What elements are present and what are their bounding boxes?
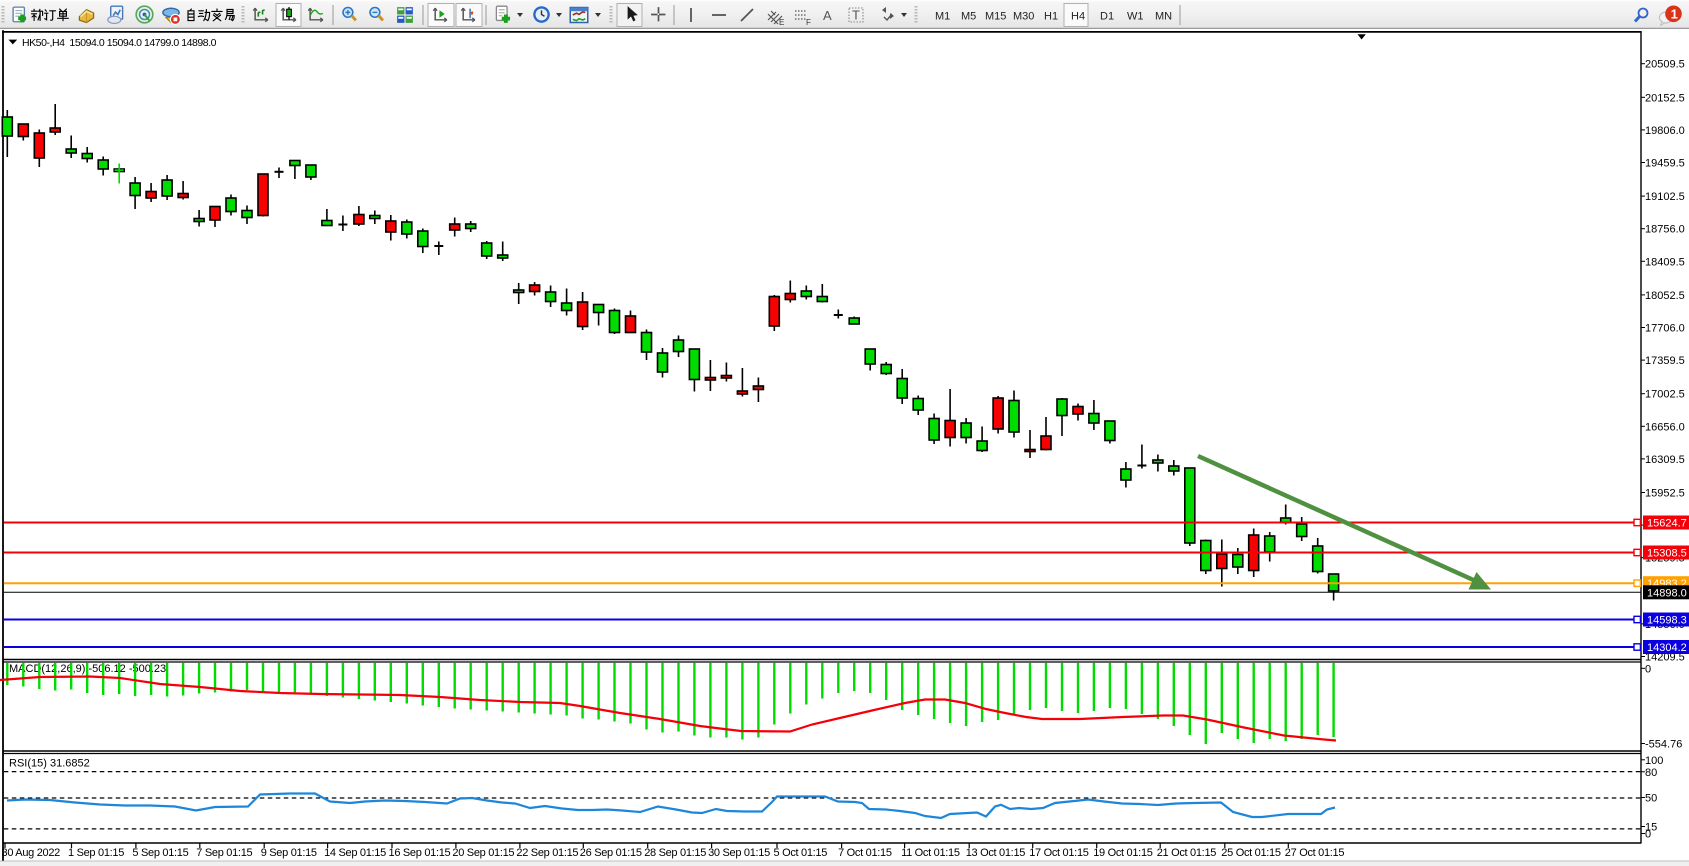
svg-text:-554.76: -554.76 <box>1645 739 1682 751</box>
svg-text:11 Oct 01:15: 11 Oct 01:15 <box>901 847 960 859</box>
svg-text:W1: W1 <box>1127 11 1144 23</box>
svg-text:18756.0: 18756.0 <box>1645 224 1685 236</box>
svg-text:0: 0 <box>1645 663 1651 675</box>
svg-text:9 Sep 01:15: 9 Sep 01:15 <box>261 847 317 859</box>
svg-text:7 Oct 01:15: 7 Oct 01:15 <box>838 847 892 859</box>
svg-text:15308.5: 15308.5 <box>1647 548 1687 560</box>
svg-text:28 Sep 01:15: 28 Sep 01:15 <box>644 847 706 859</box>
svg-text:50: 50 <box>1645 793 1657 805</box>
svg-text:H1: H1 <box>1044 11 1058 23</box>
svg-text:17359.5: 17359.5 <box>1645 355 1685 367</box>
svg-text:14598.3: 14598.3 <box>1647 615 1687 627</box>
svg-text:17 Oct 01:15: 17 Oct 01:15 <box>1029 847 1089 859</box>
svg-text:13 Oct 01:15: 13 Oct 01:15 <box>966 847 1026 859</box>
svg-text:1 Sep 01:15: 1 Sep 01:15 <box>68 847 124 859</box>
svg-text:F: F <box>806 18 811 27</box>
svg-text:15: 15 <box>1645 822 1657 834</box>
svg-text:22 Sep 01:15: 22 Sep 01:15 <box>516 847 578 859</box>
svg-text:14898.0: 14898.0 <box>1647 587 1687 599</box>
svg-text:17002.5: 17002.5 <box>1645 389 1685 401</box>
svg-text:19102.5: 19102.5 <box>1645 191 1685 203</box>
svg-text:5 Sep 01:15: 5 Sep 01:15 <box>132 847 188 859</box>
svg-text:26 Sep 01:15: 26 Sep 01:15 <box>580 847 642 859</box>
svg-text:30 Sep 01:15: 30 Sep 01:15 <box>708 847 770 859</box>
svg-text:14209.5: 14209.5 <box>1645 652 1685 664</box>
svg-text:E: E <box>779 18 784 27</box>
svg-text:20 Sep 01:15: 20 Sep 01:15 <box>452 847 514 859</box>
svg-text:100: 100 <box>1645 755 1663 767</box>
svg-text:25 Oct 01:15: 25 Oct 01:15 <box>1221 847 1281 859</box>
svg-text:MN: MN <box>1155 11 1172 23</box>
svg-text:M15: M15 <box>985 11 1006 23</box>
svg-text:H4: H4 <box>1071 11 1085 23</box>
svg-text:21 Oct 01:15: 21 Oct 01:15 <box>1157 847 1217 859</box>
svg-text:15624.7: 15624.7 <box>1647 518 1687 530</box>
svg-text:T: T <box>852 8 860 23</box>
svg-text:19459.5: 19459.5 <box>1645 158 1685 170</box>
svg-text:15952.5: 15952.5 <box>1645 488 1685 500</box>
svg-text:HK50-,H4 15094.0 15094.0 1479: HK50-,H4 15094.0 15094.0 14799.0 14898.0 <box>22 37 217 49</box>
svg-text:20152.5: 20152.5 <box>1645 92 1685 104</box>
svg-text:D1: D1 <box>1100 11 1114 23</box>
svg-text:M30: M30 <box>1013 11 1034 23</box>
svg-text:30 Aug 2022: 30 Aug 2022 <box>2 847 61 859</box>
svg-text:7 Sep 01:15: 7 Sep 01:15 <box>196 847 252 859</box>
svg-text:18052.5: 18052.5 <box>1645 290 1685 302</box>
svg-text:M5: M5 <box>961 11 976 23</box>
svg-text:RSI(15) 31.6852: RSI(15) 31.6852 <box>9 758 90 770</box>
svg-text:1: 1 <box>1671 7 1678 22</box>
svg-text:19 Oct 01:15: 19 Oct 01:15 <box>1093 847 1153 859</box>
svg-text:18409.5: 18409.5 <box>1645 256 1685 268</box>
svg-text:17706.0: 17706.0 <box>1645 323 1685 335</box>
svg-text:19806.0: 19806.0 <box>1645 125 1685 137</box>
svg-text:20509.5: 20509.5 <box>1645 59 1685 71</box>
svg-text:16 Sep 01:15: 16 Sep 01:15 <box>389 847 451 859</box>
svg-text:14304.2: 14304.2 <box>1647 642 1687 654</box>
svg-text:0: 0 <box>1645 829 1651 841</box>
svg-text:5 Oct 01:15: 5 Oct 01:15 <box>774 847 828 859</box>
svg-text:M1: M1 <box>935 11 950 23</box>
svg-text:16656.0: 16656.0 <box>1645 421 1685 433</box>
svg-text:16309.5: 16309.5 <box>1645 454 1685 466</box>
svg-text:27 Oct 01:15: 27 Oct 01:15 <box>1285 847 1345 859</box>
svg-text:80: 80 <box>1645 767 1657 779</box>
svg-text:A: A <box>823 8 832 23</box>
svg-text:14 Sep 01:15: 14 Sep 01:15 <box>324 847 386 859</box>
